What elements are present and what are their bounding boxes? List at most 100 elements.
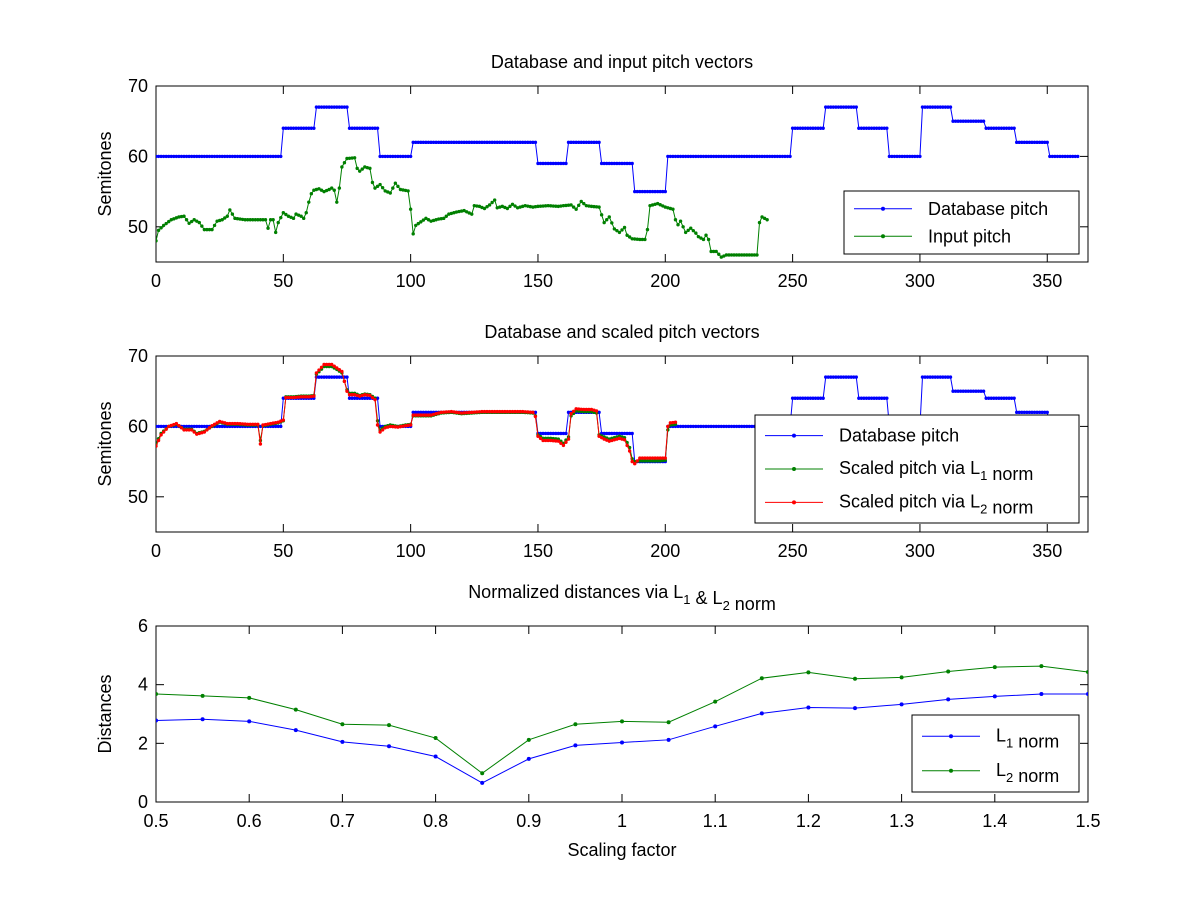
data-point <box>487 409 492 414</box>
y-tick-label: 6 <box>138 616 148 636</box>
data-point <box>212 422 217 426</box>
data-point <box>480 140 484 145</box>
data-point <box>459 140 464 145</box>
data-point <box>408 423 413 427</box>
legend-marker <box>949 734 953 739</box>
data-point <box>750 424 754 429</box>
data-point <box>195 219 199 223</box>
data-point <box>579 199 583 204</box>
data-point <box>625 161 629 166</box>
data-point <box>946 375 950 379</box>
data-point <box>251 218 255 222</box>
data-point <box>640 459 645 463</box>
data-point <box>414 140 418 145</box>
data-point <box>757 154 762 159</box>
data-point <box>663 189 667 194</box>
data-point <box>543 204 548 208</box>
data-point <box>161 430 166 434</box>
data-point <box>317 375 321 379</box>
data-point <box>548 204 553 208</box>
data-point <box>592 408 596 412</box>
data-point <box>304 211 308 215</box>
data-point <box>943 105 948 109</box>
data-point <box>569 412 573 416</box>
data-point <box>419 220 423 224</box>
data-point <box>676 222 680 227</box>
x-tick-label: 1.3 <box>889 811 914 831</box>
legend-box <box>843 190 1080 255</box>
data-point <box>813 126 818 130</box>
data-point <box>946 697 951 702</box>
data-point <box>979 119 983 123</box>
legend-marker <box>792 500 796 505</box>
data-point <box>276 220 280 225</box>
data-point <box>228 154 232 159</box>
data-point <box>281 211 286 215</box>
data-point <box>635 189 639 194</box>
data-point <box>258 442 263 446</box>
x-tick-label: 250 <box>778 541 808 561</box>
data-point <box>686 228 690 233</box>
data-point <box>398 424 403 429</box>
data-point <box>319 365 324 369</box>
data-point <box>245 154 250 159</box>
data-point <box>340 105 344 109</box>
data-point <box>951 119 955 123</box>
data-point <box>477 410 482 414</box>
legend-label: L2 norm <box>996 760 1059 786</box>
data-point <box>245 422 250 426</box>
data-point <box>314 105 319 109</box>
data-point <box>574 407 578 411</box>
data-point <box>633 237 637 241</box>
data-point <box>551 439 555 443</box>
data-point <box>477 204 482 209</box>
data-point <box>345 105 349 109</box>
data-point <box>156 438 161 443</box>
data-point <box>1004 126 1009 130</box>
data-point <box>602 437 606 441</box>
data-point <box>205 154 209 159</box>
data-point <box>424 140 428 145</box>
data-point <box>984 396 988 400</box>
data-point <box>564 440 568 444</box>
data-point <box>475 204 479 208</box>
data-point <box>706 237 711 242</box>
data-point <box>981 389 986 393</box>
data-point <box>184 428 189 432</box>
data-point <box>189 428 194 432</box>
data-point <box>414 410 418 415</box>
x-tick-label: 250 <box>778 271 808 291</box>
data-point <box>276 420 280 424</box>
data-point <box>210 423 214 428</box>
data-point <box>464 210 469 214</box>
data-point <box>760 154 764 159</box>
data-point <box>806 126 810 130</box>
data-point <box>653 202 657 206</box>
data-point <box>986 126 991 130</box>
data-point <box>421 218 426 222</box>
data-point <box>495 140 499 145</box>
data-point <box>426 413 431 417</box>
chart-title: Database and scaled pitch vectors <box>484 322 759 342</box>
data-point <box>182 428 186 432</box>
data-point <box>294 212 298 216</box>
data-point <box>327 105 331 109</box>
data-point <box>920 105 925 109</box>
data-point <box>615 228 619 233</box>
data-point <box>319 188 324 192</box>
data-point <box>352 156 357 160</box>
data-point <box>470 140 474 145</box>
data-point <box>1017 140 1021 145</box>
data-point <box>566 140 571 145</box>
data-point <box>643 459 647 463</box>
data-point <box>928 105 932 109</box>
data-point <box>220 420 224 424</box>
x-axis-label: Scaling factor <box>567 840 676 860</box>
data-point <box>887 154 892 159</box>
data-point <box>694 231 698 235</box>
chart-panel-2: 0 50 100 150 200 250 300 350 50 60 70 Database and … <box>95 322 1089 561</box>
data-point <box>261 154 265 159</box>
y-tick-label: 4 <box>138 675 148 695</box>
data-point <box>605 218 609 222</box>
data-point <box>434 140 438 145</box>
